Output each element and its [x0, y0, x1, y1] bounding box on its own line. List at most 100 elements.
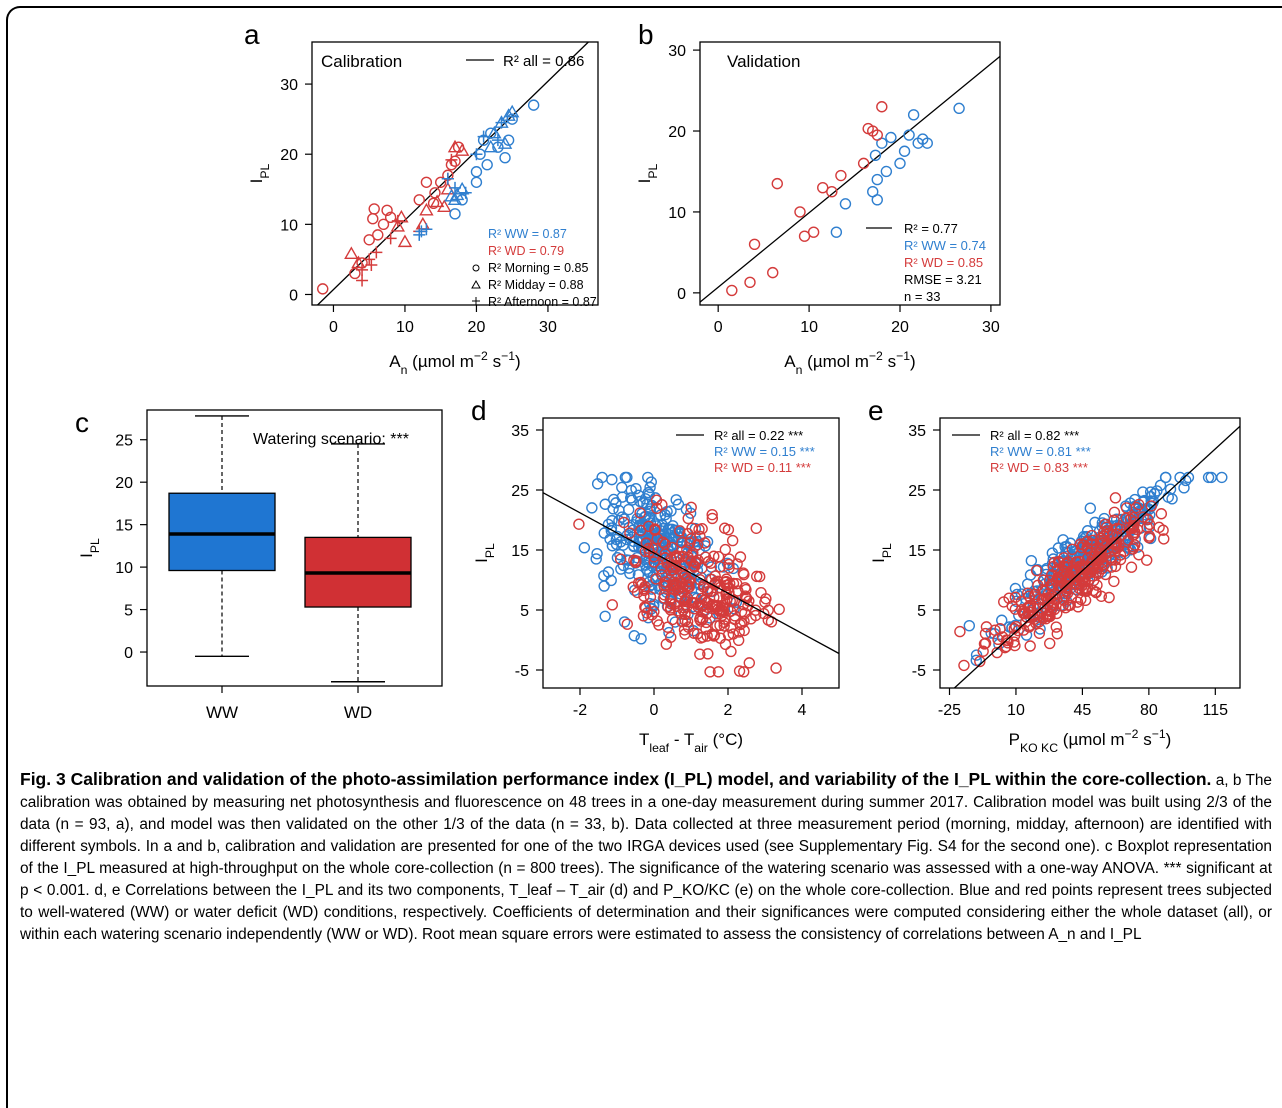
data-point [367, 213, 379, 225]
data-point [1125, 561, 1138, 573]
y-tick-label: 25 [908, 483, 926, 500]
data-point [637, 610, 650, 622]
data-point [1046, 602, 1059, 614]
data-point [616, 481, 628, 494]
panel-letter: c [75, 407, 89, 438]
data-point [1044, 637, 1056, 650]
data-point [1006, 600, 1018, 612]
data-point [604, 533, 616, 545]
data-point [980, 621, 993, 633]
data-point [642, 542, 655, 555]
caption-body: a, b The calibration was obtained by mea… [20, 772, 1272, 943]
data-point [578, 542, 591, 554]
data-point [1105, 561, 1118, 573]
data-point [648, 556, 660, 568]
plot-frame [699, 41, 1001, 306]
data-point [420, 223, 433, 236]
data-point [1128, 528, 1140, 541]
panel-e: e -5 5 15 25 35 -25 10 45 80 115 IPL R² all = 0.82 *… [868, 395, 1241, 755]
data-point [642, 512, 655, 524]
data-point [616, 511, 628, 523]
data-point [649, 524, 661, 536]
data-point [698, 593, 711, 606]
data-point [344, 246, 359, 260]
data-point [1178, 482, 1190, 494]
data-point [606, 473, 618, 486]
data-point [1009, 582, 1022, 595]
x-tick-label: 0 [714, 319, 723, 336]
data-point [1103, 591, 1115, 604]
data-point [730, 578, 743, 590]
data-point [429, 187, 441, 199]
data-point [420, 176, 433, 188]
data-point [639, 493, 652, 505]
y-tick-label: 15 [908, 543, 926, 560]
data-point [1151, 485, 1163, 497]
data-point [598, 527, 610, 539]
data-point [635, 633, 647, 645]
data-point [1057, 534, 1069, 546]
y-tick-label: 20 [280, 147, 298, 164]
data-point [1087, 584, 1099, 597]
data-point [504, 104, 520, 118]
data-point [695, 615, 707, 627]
data-point [641, 607, 653, 619]
data-point [1060, 540, 1073, 553]
data-point [415, 225, 428, 238]
data-point [624, 527, 636, 539]
data-point [1108, 506, 1121, 518]
data-point [1073, 555, 1086, 568]
data-point [744, 276, 756, 289]
data-point [718, 616, 730, 629]
data-point [1154, 479, 1167, 492]
y-tick-label: 15 [115, 518, 133, 535]
data-point [748, 238, 761, 251]
data-point [1033, 627, 1046, 639]
data-point [734, 551, 747, 563]
panel-letter: d [471, 395, 487, 426]
data-point [1092, 560, 1104, 573]
data-point [1042, 588, 1055, 600]
y-tick-label: 35 [511, 423, 529, 440]
y-tick-label: -5 [515, 663, 529, 680]
data-point [685, 533, 697, 545]
y-tick-label: 30 [280, 77, 298, 94]
data-point [1216, 471, 1228, 484]
data-point [726, 284, 738, 297]
data-point [1025, 555, 1038, 567]
data-point [384, 211, 397, 224]
data-point [684, 507, 697, 519]
data-point [725, 622, 737, 634]
legend-r2-wd: R² WD = 0.79 [488, 244, 564, 258]
data-point [977, 645, 989, 657]
data-point [435, 176, 447, 188]
panel-letter: e [868, 395, 884, 426]
data-point [447, 139, 463, 153]
regression-line [699, 55, 1001, 303]
data-point [682, 512, 694, 525]
data-point [477, 130, 490, 143]
y-tick-label: 5 [917, 603, 926, 620]
data-point [653, 619, 665, 631]
x-axis-label: An (µmol m−2 s−1) [389, 349, 520, 377]
data-point [598, 580, 610, 592]
data-point [356, 274, 369, 287]
data-point [506, 113, 518, 125]
legend-entry: n = 33 [904, 289, 941, 304]
data-point [708, 550, 720, 562]
data-point [667, 578, 680, 591]
data-point [1164, 483, 1177, 495]
legend-afternoon: R² Afternoon = 0.87 [488, 295, 597, 309]
data-point [670, 494, 682, 506]
data-point [970, 649, 983, 661]
data-point [750, 609, 762, 622]
legend-morning: R² Morning = 0.85 [488, 261, 588, 275]
legend-r2-ww: R² WW = 0.87 [488, 227, 567, 241]
legend-triangle-marker [471, 279, 481, 289]
data-point [723, 553, 735, 565]
data-point [694, 648, 706, 660]
data-point [974, 655, 986, 668]
x-tick-label: 4 [798, 702, 807, 719]
data-point [1141, 554, 1153, 566]
